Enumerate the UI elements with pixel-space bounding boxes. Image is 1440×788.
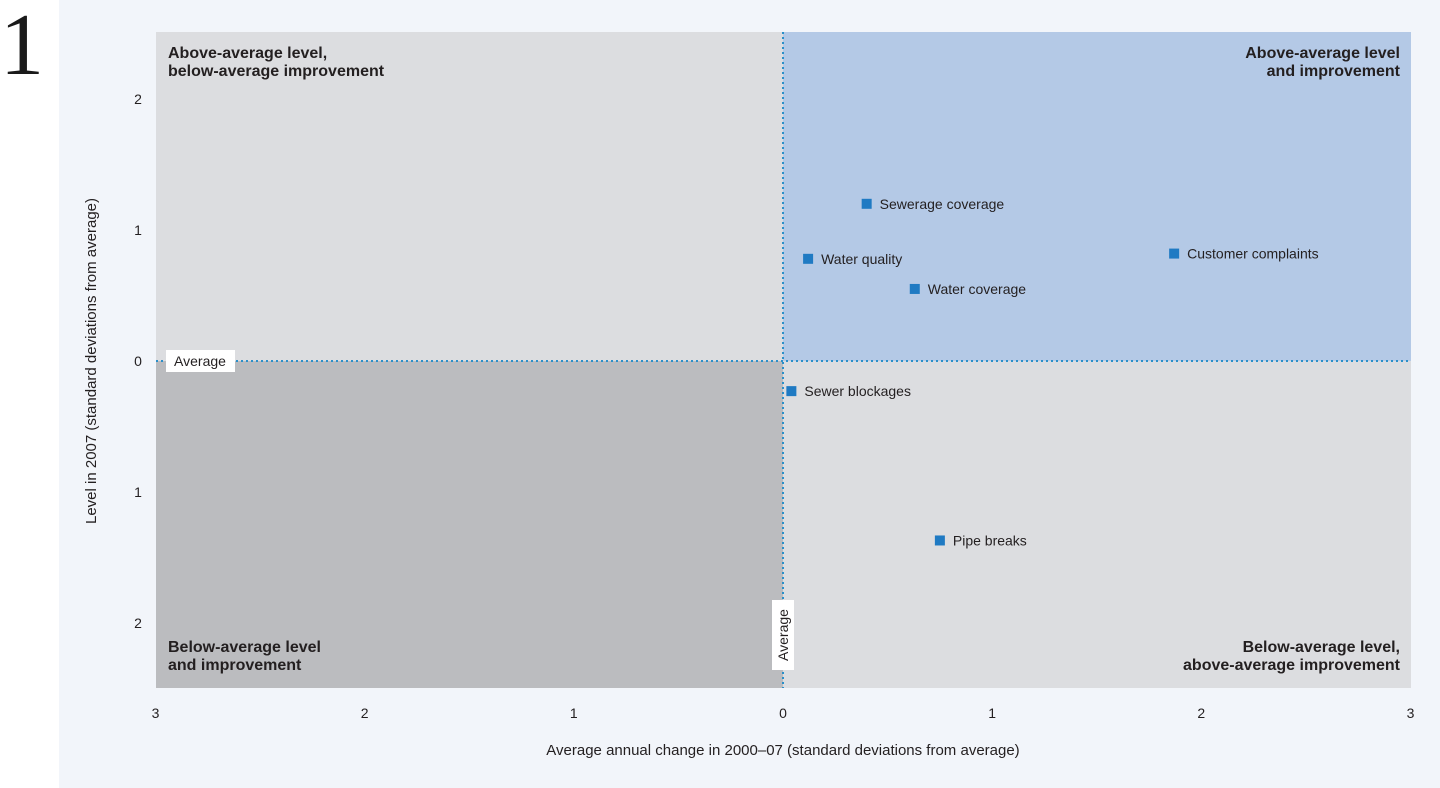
quadrant-top-right	[783, 32, 1411, 361]
x-average-label: Average	[775, 609, 791, 661]
x-tick-label-0: 3	[152, 705, 160, 721]
y-average-label: Average	[174, 353, 226, 369]
data-point-label-0: Sewerage coverage	[880, 196, 1005, 212]
quadrant-top-left	[156, 32, 783, 361]
y-tick-label-0: 2	[134, 91, 142, 107]
data-point-label-5: Pipe breaks	[953, 532, 1027, 548]
x-average-label-bg	[772, 600, 794, 670]
y-axis-title: Level in 2007 (standard deviations from …	[83, 198, 100, 524]
x-tick-label-5: 2	[1197, 705, 1205, 721]
data-point-label-1: Customer complaints	[1187, 246, 1319, 262]
data-point-4	[786, 386, 797, 397]
data-point-5	[934, 535, 945, 546]
quadrant-label-bottom-left-line-2: and improvement	[168, 657, 302, 674]
quadrant-label-bottom-left: Below-average level and improvement	[168, 639, 321, 674]
x-tick-label-1: 2	[361, 705, 369, 721]
figure-number: 1	[0, 0, 44, 94]
quadrant-bottom-left	[156, 361, 783, 688]
quadrant-label-top-right-line-1: Above-average level	[1245, 45, 1400, 62]
data-point-2	[803, 253, 814, 264]
data-point-label-3: Water coverage	[928, 281, 1027, 297]
quadrant-label-top-left-line-2: below-average improvement	[168, 63, 385, 80]
data-point-1	[1169, 248, 1180, 259]
data-point-label-4: Sewer blockages	[804, 383, 911, 399]
y-tick-label-2: 0	[134, 353, 142, 369]
quadrant-label-bottom-right-line-2: above-average improvement	[1183, 657, 1401, 674]
quadrant-label-bottom-left-line-1: Below-average level	[168, 639, 321, 656]
x-average-label-box: Average	[772, 600, 794, 670]
x-axis-title: Average annual change in 2000–07 (standa…	[546, 742, 1019, 759]
data-point-3	[909, 283, 920, 294]
y-average-label-bg	[166, 350, 235, 372]
y-tick-label-4: 2	[134, 615, 142, 631]
quadrant-label-top-left-line-1: Above-average level,	[168, 45, 327, 62]
quadrant-label-top-left: Above-average level, below-average improv…	[168, 45, 385, 80]
data-point-label-2: Water quality	[821, 251, 902, 267]
y-average-label-box: Average	[166, 350, 235, 372]
x-tick-label-4: 1	[988, 705, 996, 721]
x-tick-label-3: 0	[779, 705, 787, 721]
y-tick-label-1: 1	[134, 222, 142, 238]
quadrant-label-bottom-right-line-1: Below-average level,	[1243, 639, 1400, 656]
quadrant-label-bottom-right: Below-average level, above-average improv…	[1183, 639, 1401, 674]
x-tick-label-2: 1	[570, 705, 578, 721]
x-tick-label-6: 3	[1407, 705, 1415, 721]
data-point-0	[861, 198, 872, 209]
quadrant-label-top-right: Above-average level and improvement	[1245, 45, 1400, 80]
y-tick-label-3: 1	[134, 484, 142, 500]
quadrant-label-top-right-line-2: and improvement	[1267, 63, 1401, 80]
quadrant-bottom-right	[783, 361, 1411, 688]
